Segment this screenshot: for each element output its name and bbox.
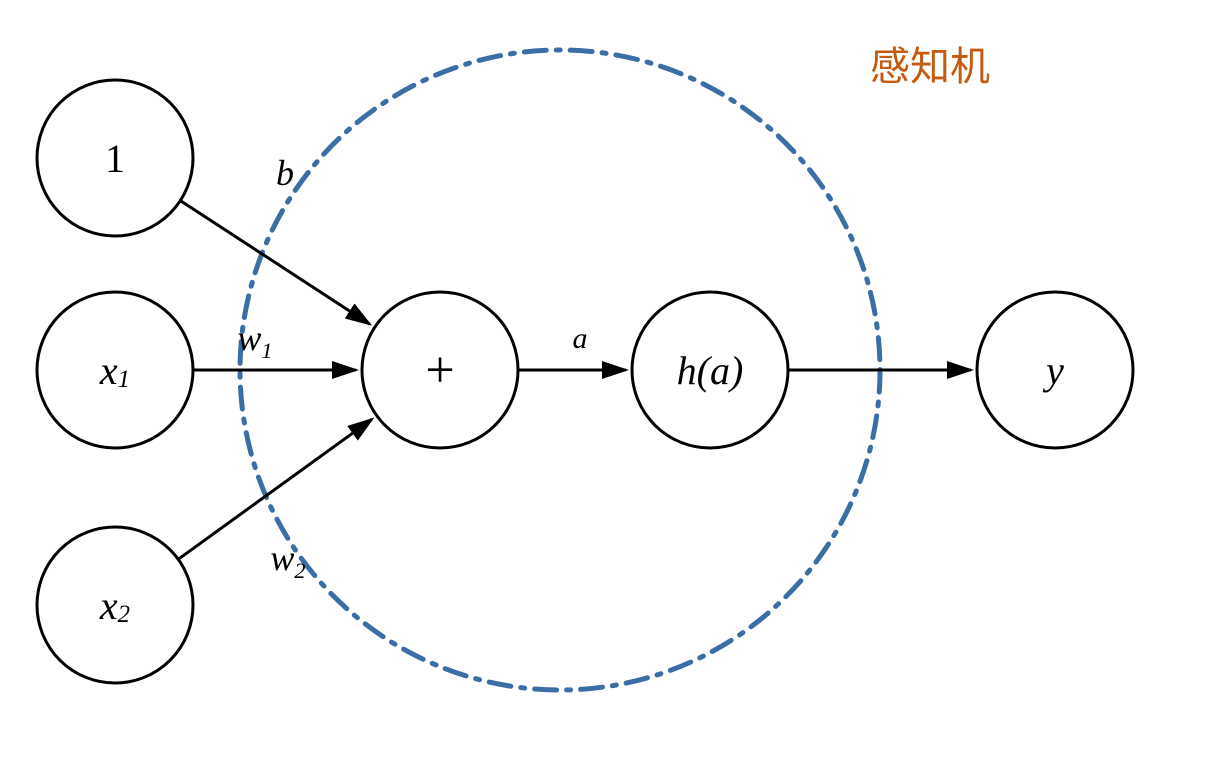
node-label-bias: 1 xyxy=(105,136,125,181)
node-y: y xyxy=(977,292,1133,448)
node-sum: + xyxy=(362,292,518,448)
nodes-layer: 1 x1 x2 + h(a) y xyxy=(37,80,1133,683)
node-label-y: y xyxy=(1042,348,1064,393)
title-text: 感知机 xyxy=(870,45,990,89)
perceptron-diagram: 1 x1 x2 + h(a) y b w1 w2 a 感知机 xyxy=(0,0,1208,770)
node-x1: x1 xyxy=(37,292,193,448)
edge-label-x2-sum: w2 xyxy=(270,538,305,583)
node-x2: x2 xyxy=(37,527,193,683)
node-label-sum: + xyxy=(425,342,454,399)
edge-label-sum-act: a xyxy=(573,322,588,355)
node-bias: 1 xyxy=(37,80,193,236)
edge-label-bias-sum: b xyxy=(276,153,294,193)
node-act: h(a) xyxy=(632,292,788,448)
diagram-title: 感知机 xyxy=(870,45,990,89)
edge-label-x1-sum: w1 xyxy=(237,318,272,363)
node-label-act: h(a) xyxy=(677,348,744,393)
